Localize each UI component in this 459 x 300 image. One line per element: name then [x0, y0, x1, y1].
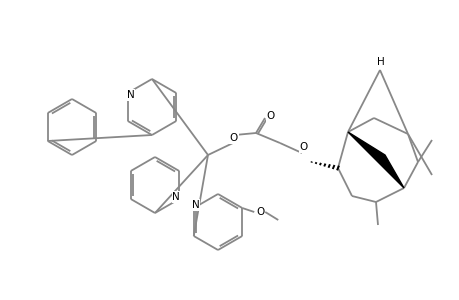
Text: N: N: [191, 200, 199, 210]
Text: H: H: [376, 57, 384, 67]
Text: O: O: [256, 207, 264, 217]
Text: O: O: [230, 133, 238, 143]
Text: O: O: [299, 142, 308, 152]
Polygon shape: [347, 132, 403, 188]
Text: O: O: [266, 111, 274, 121]
Text: N: N: [172, 192, 180, 202]
Text: N: N: [127, 90, 134, 100]
